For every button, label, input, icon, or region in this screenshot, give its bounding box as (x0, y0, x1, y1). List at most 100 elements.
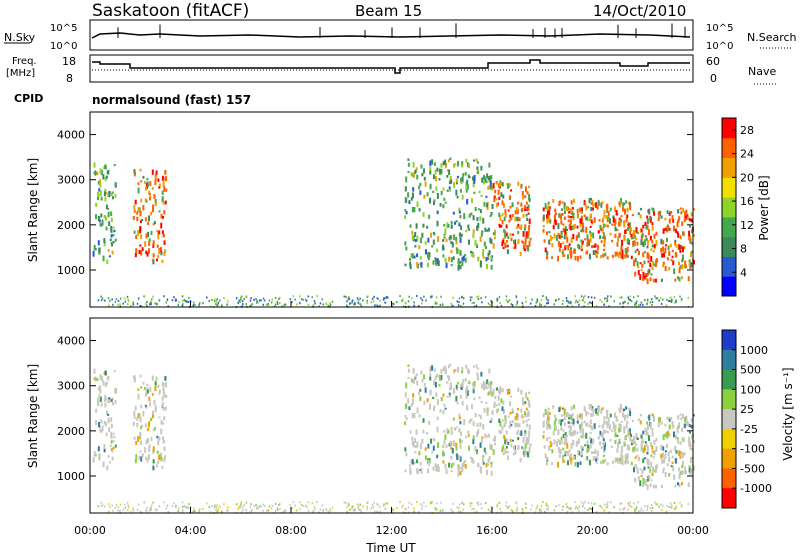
power-cell (217, 301, 220, 304)
power-cell (475, 304, 478, 307)
power-cell (688, 261, 691, 267)
velocity-cell (494, 395, 497, 400)
power-cell (589, 225, 592, 229)
power-cell (503, 228, 506, 233)
velocity-cell (662, 446, 665, 451)
power-cell (152, 223, 155, 226)
velocity-cell (591, 406, 594, 410)
velocity-cell (647, 459, 650, 466)
velocity-cell (558, 407, 561, 413)
velocity-cell (590, 412, 593, 418)
power-cell (482, 256, 485, 259)
velocity-cell (404, 469, 407, 473)
power-cell (148, 303, 151, 306)
power-cell (489, 180, 492, 187)
power-cell (467, 163, 470, 169)
power-cell (477, 222, 480, 228)
velocity-cell (490, 444, 493, 451)
power-cell (146, 181, 149, 184)
power-cell (482, 249, 485, 252)
power-cell (291, 301, 293, 304)
velocity-cell (485, 451, 488, 456)
velocity-cell (181, 505, 184, 508)
velocity-cell (276, 508, 279, 511)
velocity-cell (276, 506, 279, 509)
power-cell (629, 299, 631, 302)
velocity-cell (140, 511, 143, 514)
velocity-cell (409, 467, 412, 473)
velocity-cell (558, 441, 561, 445)
velocity-cell (527, 436, 530, 443)
power-cell (603, 234, 606, 239)
velocity-cell (554, 426, 557, 431)
power-cell (670, 210, 673, 214)
power-cell (447, 169, 450, 173)
nave-tick-bottom: 0 (710, 72, 717, 85)
power-cell (510, 189, 513, 192)
power-cell (392, 303, 395, 306)
power-cell (591, 245, 594, 249)
velocity-cell (575, 441, 578, 447)
power-cell (476, 296, 479, 299)
velocity-cell (514, 422, 517, 428)
power-cell (456, 248, 459, 254)
power-cell (304, 298, 307, 301)
velocity-cell (455, 395, 458, 402)
velocity-cell (634, 456, 637, 459)
power-cell (558, 201, 561, 207)
velocity-cell (217, 509, 219, 512)
power-cell (553, 220, 556, 223)
power-cell (153, 221, 156, 225)
power-cell (642, 303, 644, 306)
velocity-cell (154, 508, 156, 511)
velocity-cell (407, 376, 410, 379)
velocity-cell (107, 413, 110, 416)
power-cell (106, 259, 109, 265)
velocity-cell (238, 505, 240, 508)
velocity-cell (517, 429, 520, 434)
power-cell (473, 301, 475, 304)
velocity-cell (110, 431, 113, 438)
velocity-cell (137, 435, 140, 442)
power-cell (646, 245, 649, 249)
velocity-cell (618, 407, 621, 412)
velocity-cell (404, 392, 407, 398)
power-cell (595, 202, 598, 209)
velocity-cell (461, 382, 464, 389)
power-cell (404, 209, 407, 212)
velocity-cell (685, 415, 688, 420)
velocity-cell (587, 502, 590, 505)
velocity-cell (458, 429, 461, 433)
velocity-cell (327, 510, 329, 513)
power-cell (138, 207, 141, 213)
velocity-cell (626, 452, 629, 459)
power-cell (674, 251, 677, 258)
nave-tick-top: 60 (706, 55, 720, 68)
velocity-cell (95, 408, 98, 413)
velocity-cell (142, 381, 145, 385)
power-cell (655, 239, 658, 246)
velocity-cell (405, 416, 408, 421)
power-cell (316, 294, 318, 297)
power-cell (416, 262, 419, 268)
power-cell (164, 170, 167, 175)
power-cell (385, 296, 387, 299)
power-cell (379, 299, 381, 302)
power-cell (509, 205, 512, 209)
velocity-cell (314, 508, 316, 511)
power-cell (155, 170, 158, 175)
velocity-cell (466, 404, 469, 411)
velocity-cell (601, 432, 604, 439)
power-colorbar-swatch (722, 236, 736, 257)
power-cell (442, 204, 445, 209)
velocity-cell (450, 455, 453, 460)
power-cell (569, 255, 572, 259)
velocity-cell (162, 387, 165, 393)
power-cell (529, 302, 532, 305)
power-cell (527, 230, 530, 237)
velocity-cell (450, 508, 453, 511)
power-cell (436, 210, 439, 215)
velocity-cell (111, 402, 114, 406)
velocity-cell (103, 372, 106, 376)
velocity-cell (527, 411, 530, 417)
